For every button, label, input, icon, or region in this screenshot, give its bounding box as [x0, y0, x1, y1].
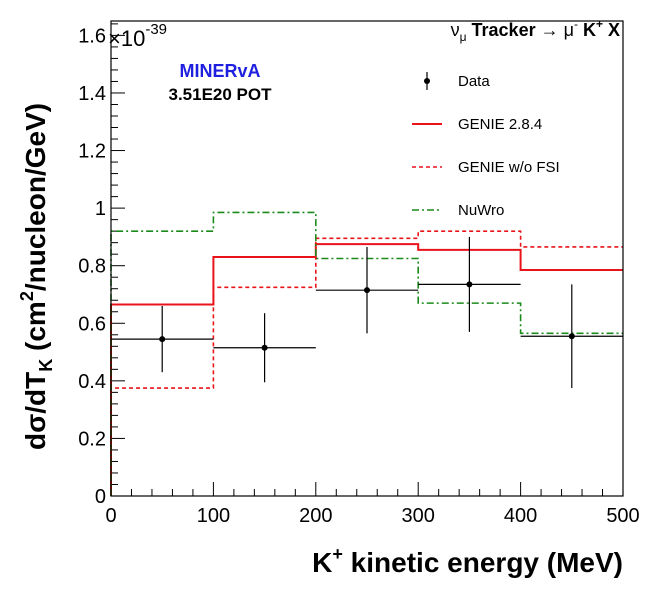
x-axis-title-rest: kinetic energy (MeV) — [343, 547, 623, 578]
y-exponent-base: ×10 — [108, 26, 145, 51]
axis-ticks: 0 100 200 300 400 500 0 0.2 0.4 0.6 0.8 1 1.2 1.4 1.6 — [78, 23, 640, 527]
data-point — [213, 313, 316, 383]
legend-label: GENIE w/o FSI — [458, 159, 560, 176]
x-tick-label: 200 — [299, 505, 332, 527]
legend-label: NuWro — [458, 202, 504, 219]
legend-label: GENIE 2.8.4 — [458, 116, 542, 133]
data-point — [418, 236, 521, 332]
data-point-marker — [466, 281, 473, 288]
y-exponent-power: -39 — [145, 21, 167, 38]
y-axis-title-pre: dσ/dT — [20, 372, 51, 450]
y-axis-title-sup: 2 — [17, 291, 37, 301]
experiment-label: MINERvA — [179, 61, 260, 81]
y-tick-label: 1.6 — [78, 25, 106, 47]
x-tick-label: 0 — [105, 505, 116, 527]
y-exponent-label: ×10-39 — [108, 21, 167, 51]
x-tick-label: 100 — [197, 505, 230, 527]
y-axis-title: dσ/dTK (cm2/nucleon/GeV) — [17, 103, 56, 450]
data-point — [520, 284, 623, 389]
data-point-marker — [261, 344, 268, 351]
data-point-marker — [364, 287, 370, 294]
y-tick-label: 0 — [95, 486, 106, 508]
y-tick-label: 0.8 — [78, 256, 106, 278]
process-label: νμ Tracker → μ- K+ X — [451, 17, 620, 44]
pot-label: 3.51E20 POT — [168, 85, 272, 104]
series-nuwro-line — [110, 211, 623, 496]
y-axis-title-sub: K — [36, 359, 56, 372]
plot-frame — [110, 20, 624, 497]
process-mu-sup: - — [574, 17, 578, 31]
data-point-marker — [159, 336, 166, 343]
y-tick-label: 1.2 — [78, 141, 106, 163]
y-tick-label: 0.2 — [78, 428, 106, 450]
x-tick-label: 500 — [606, 505, 639, 527]
y-tick-label: 0.6 — [78, 313, 106, 335]
data-point-marker — [568, 333, 575, 340]
legend-swatch-marker — [424, 78, 430, 84]
process-k-sup: + — [596, 17, 603, 31]
y-axis-title-post: /nucleon/GeV) — [20, 103, 51, 291]
x-tick-label: 300 — [402, 505, 435, 527]
x-axis-title-main: K — [312, 547, 332, 578]
y-tick-label: 1 — [95, 198, 106, 220]
process-nu-sub: μ — [460, 30, 467, 44]
y-tick-label: 0.4 — [78, 371, 106, 393]
process-nu: ν — [451, 20, 460, 40]
x-tick-label: 400 — [504, 505, 537, 527]
legend-entry: Data — [424, 72, 490, 90]
legend-label: Data — [458, 73, 490, 90]
process-k: K — [578, 20, 596, 40]
legend: Data GENIE 2.8.4 GENIE w/o FSI NuWro — [412, 72, 560, 219]
process-x: X — [603, 20, 620, 40]
legend-entry: GENIE w/o FSI — [412, 159, 560, 176]
series-layer — [110, 211, 623, 496]
x-axis-title: K+ kinetic energy (MeV) — [312, 544, 623, 578]
legend-entry: NuWro — [412, 202, 504, 219]
y-axis-title-mid: (cm — [20, 301, 51, 359]
x-axis-title-sup: + — [332, 544, 343, 564]
legend-entry: GENIE 2.8.4 — [412, 116, 542, 133]
data-point — [315, 246, 419, 334]
process-middle: Tracker → — [467, 20, 564, 40]
y-tick-label: 1.4 — [78, 83, 106, 105]
process-mu: μ — [564, 20, 574, 40]
data-point — [111, 306, 214, 373]
